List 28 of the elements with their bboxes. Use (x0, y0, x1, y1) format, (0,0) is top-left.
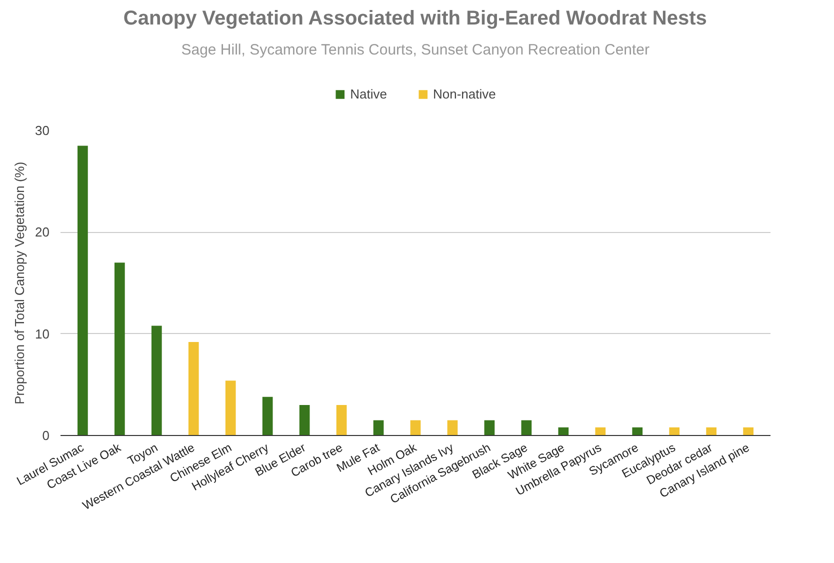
legend-label: Non-native (432, 86, 496, 102)
bar (225, 380, 236, 436)
bar (336, 405, 347, 436)
bar (632, 427, 643, 436)
bar (484, 420, 495, 436)
bar (151, 326, 162, 436)
bar (299, 405, 310, 436)
bar (558, 427, 569, 436)
bar (410, 420, 421, 436)
bar (78, 146, 88, 436)
bar (706, 427, 717, 436)
bar (743, 427, 754, 436)
chart-title: Canopy Vegetation Associated with Big-Eared Woodrat Nests (123, 8, 707, 30)
bar (447, 420, 458, 436)
legend-label: Native (350, 86, 387, 102)
bar (595, 427, 606, 436)
y-tick-label: 0 (42, 428, 50, 443)
bar (262, 396, 273, 436)
bar (521, 420, 532, 436)
chart-subtitle: Sage Hill, Sycamore Tennis Courts, Sunset Canyon Recreation Center (181, 42, 650, 58)
y-tick-label: 30 (35, 123, 50, 138)
y-tick-label: 10 (35, 326, 50, 342)
y-axis-title: Proportion of Total Canopy Vegetation (%) (12, 162, 28, 404)
y-tick-label: 20 (35, 224, 50, 240)
bar (188, 342, 199, 436)
bar (114, 262, 125, 436)
bar (669, 427, 680, 436)
bar (373, 420, 384, 436)
